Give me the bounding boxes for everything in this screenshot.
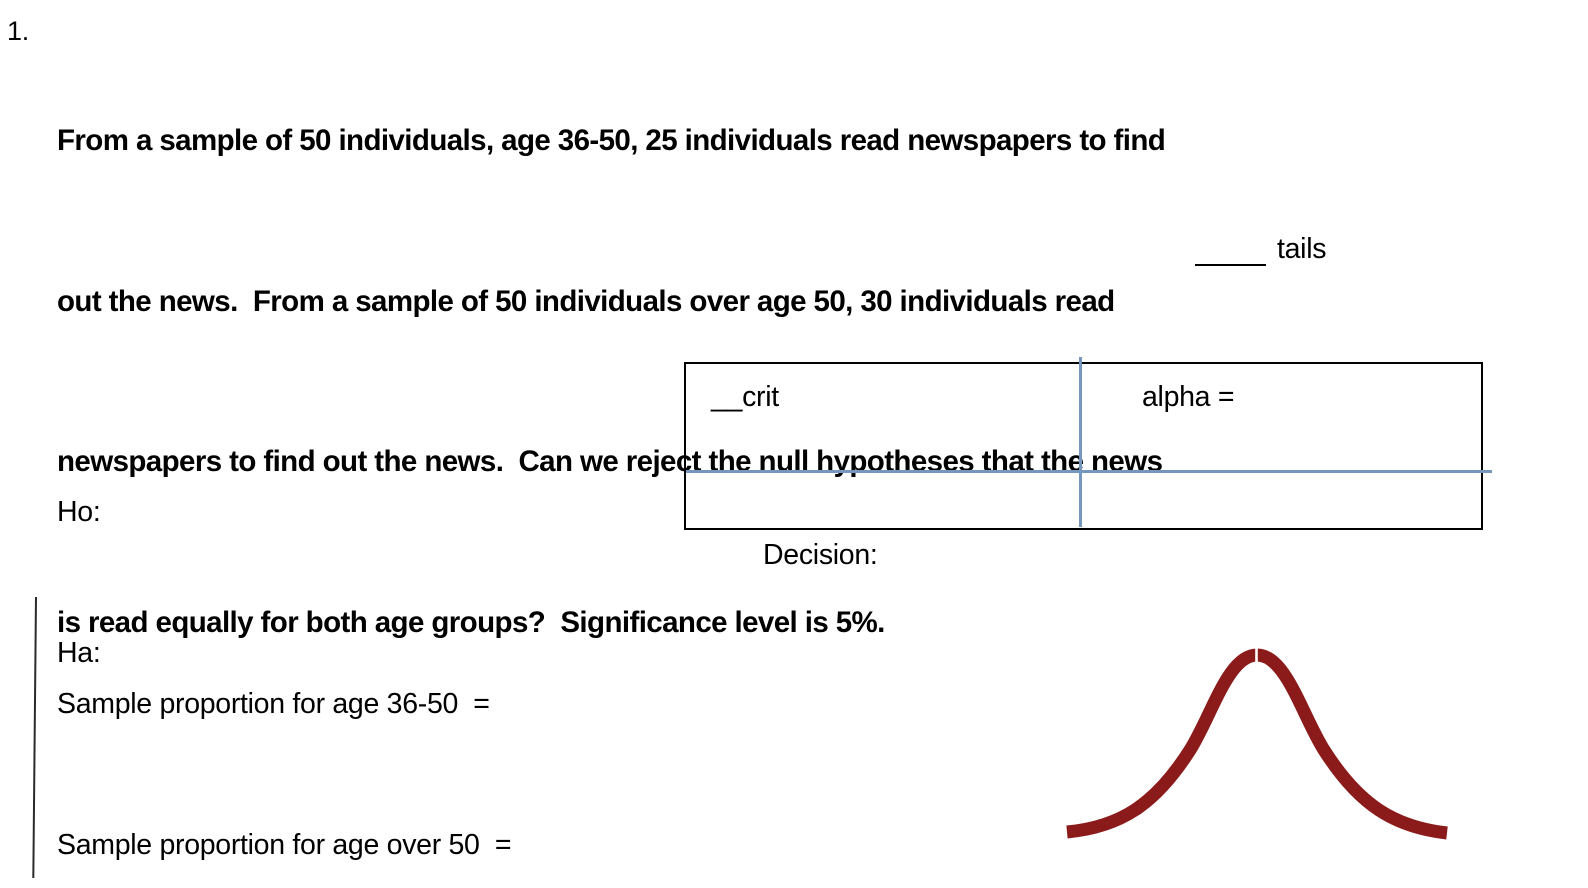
problem-line: From a sample of 50 individuals, age 36-… (57, 124, 1166, 157)
table-column-divider (1079, 357, 1082, 527)
tails-blank-field (1195, 233, 1266, 266)
crit-alpha-table (684, 362, 1483, 530)
tails-label: tails (1277, 233, 1327, 265)
problem-line: out the news. From a sample of 50 indivi… (57, 284, 1115, 318)
problem-statement: From a sample of 50 individuals, age 36-… (57, 7, 1166, 756)
tails-fill-in: tails (1195, 233, 1326, 266)
decision-label: Decision: (763, 539, 878, 571)
alpha-cell-label: alpha = (1142, 381, 1235, 413)
problem-line: newspapers to find out the news. Can we … (57, 445, 1163, 478)
sample-proportions-block: Sample proportion for age 36-50 = Sample… (57, 586, 512, 888)
normal-curve-figure (1066, 643, 1448, 840)
alt-hypothesis-label: Ha: (57, 637, 101, 669)
problem-number: 1. (7, 16, 29, 46)
null-hypothesis-label: Ho: (57, 496, 101, 528)
crit-cell-label: __crit (711, 381, 779, 413)
table-row-divider (686, 470, 1492, 473)
proportion-line: Sample proportion for age 36-50 = (57, 687, 490, 720)
bell-curve-path (1066, 648, 1448, 840)
hypotheses-block: Ho: Ha: (57, 395, 101, 771)
problem-line: is read equally for both age groups? Sig… (57, 605, 885, 639)
proportion-line: Sample proportion for age over 50 = (57, 829, 512, 862)
left-margin-rule (32, 597, 37, 879)
